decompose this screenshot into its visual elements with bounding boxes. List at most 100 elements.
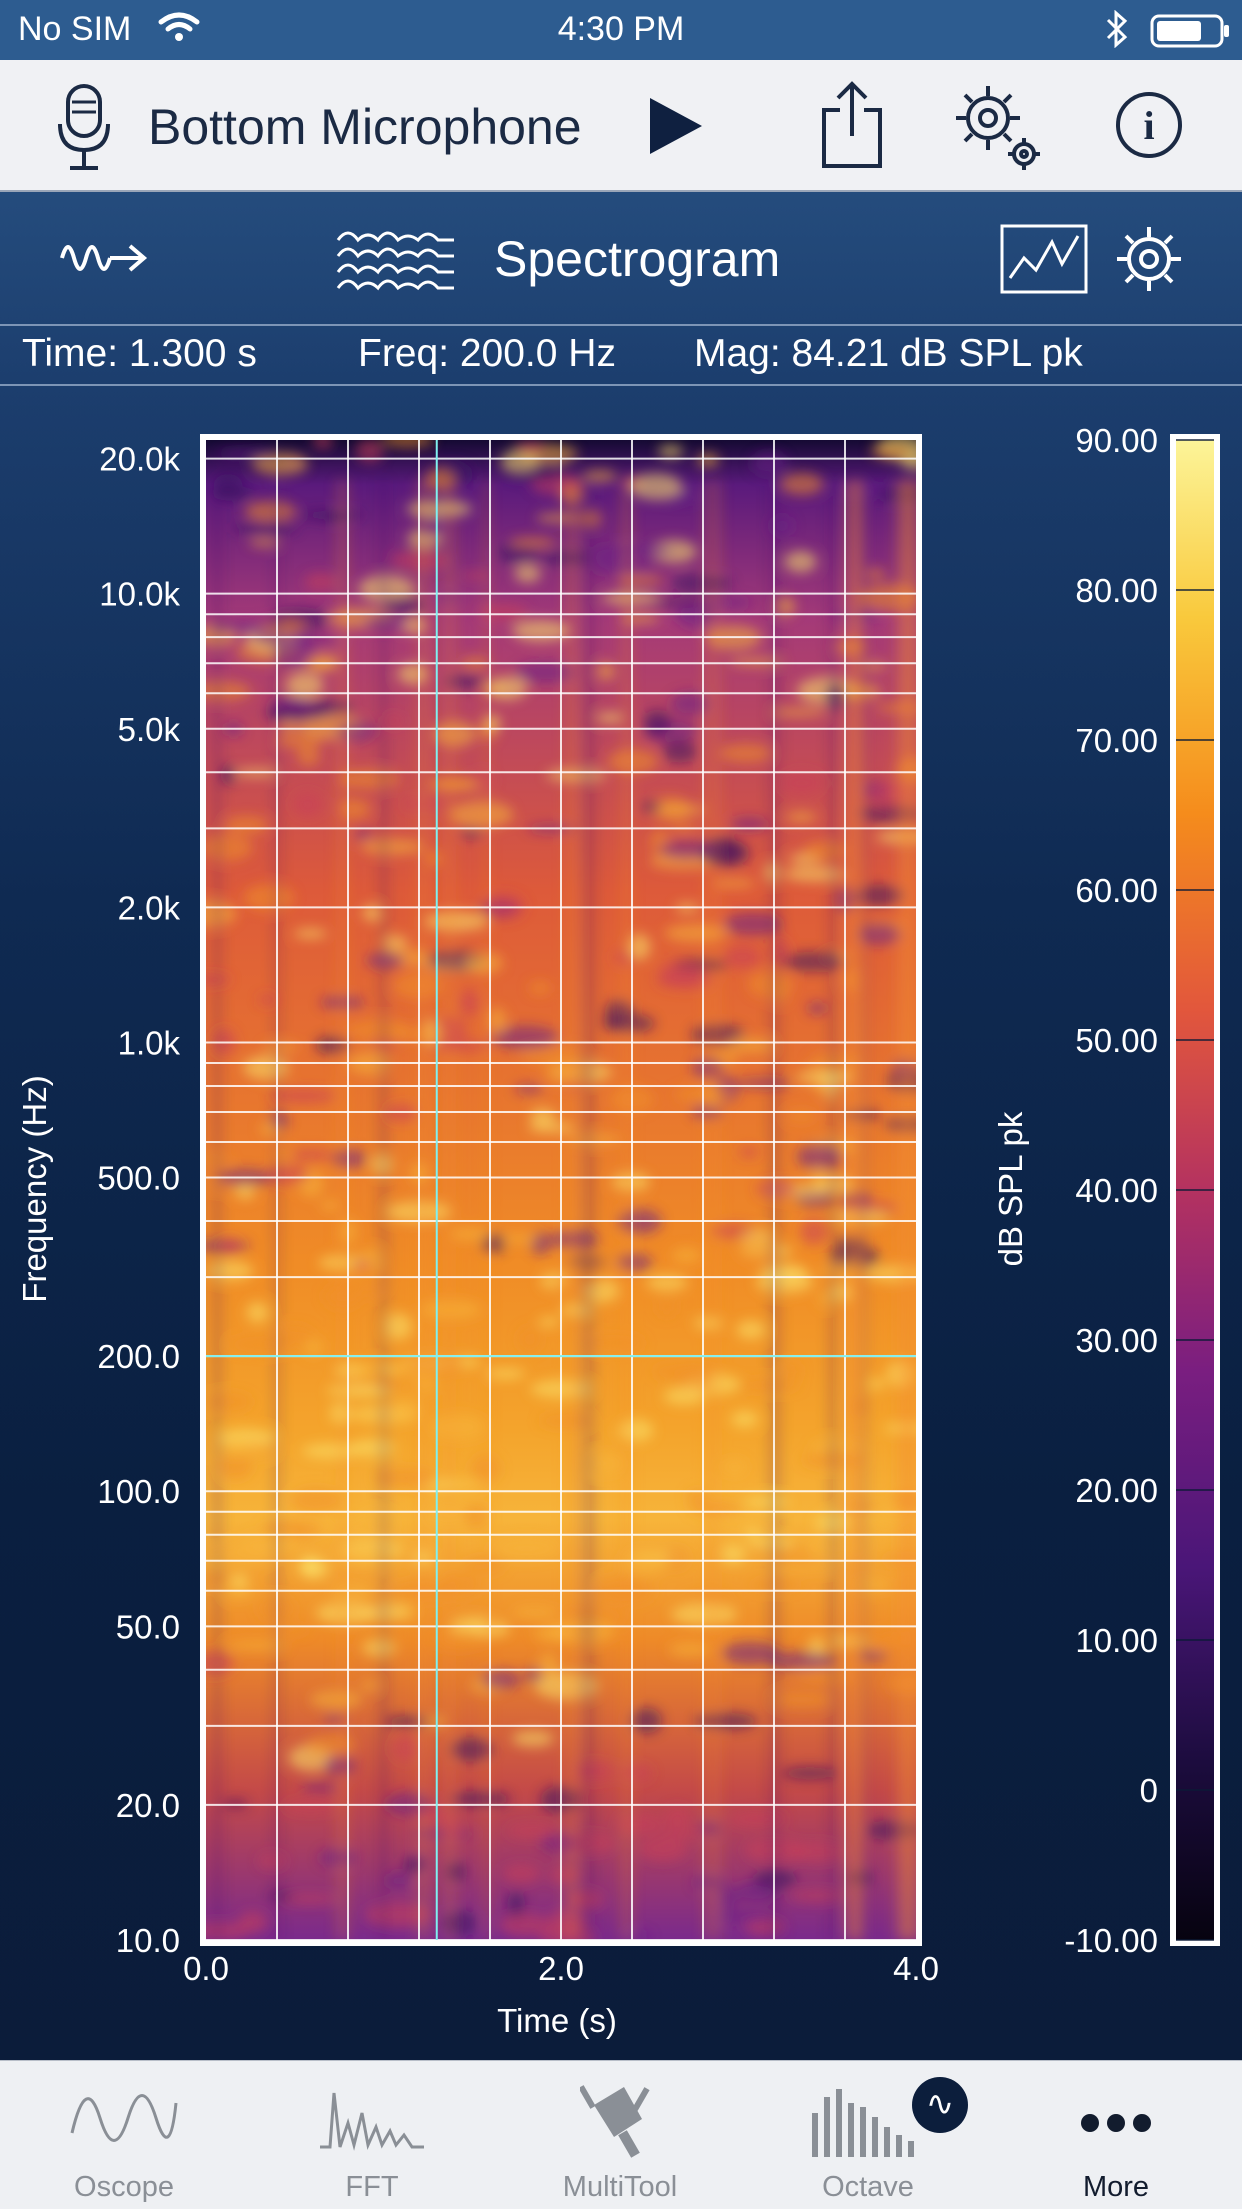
texture-streak xyxy=(713,480,722,1940)
texture-blob xyxy=(739,1147,759,1158)
texture-blob xyxy=(781,1767,838,1780)
tab-multitool[interactable]: MultiTool xyxy=(496,2061,744,2209)
texture-blob xyxy=(860,662,888,671)
texture-blob xyxy=(230,1573,248,1588)
texture-streak xyxy=(335,480,350,1940)
texture-blob xyxy=(656,972,716,989)
texture-blob xyxy=(293,928,327,939)
texture-streak xyxy=(579,480,596,1940)
wifi-icon xyxy=(158,12,200,51)
settings-gear-icon[interactable] xyxy=(952,82,1044,179)
mode-bar: Spectrogram xyxy=(0,192,1242,324)
texture-blob xyxy=(495,1234,539,1244)
texture-blob xyxy=(726,1037,775,1054)
texture-blob xyxy=(225,1640,288,1651)
readout-mag: Mag: 84.21 dB SPL pk xyxy=(694,332,1083,375)
tab-label: FFT xyxy=(345,2171,399,2203)
texture-blob xyxy=(461,571,491,580)
texture-blob xyxy=(385,714,402,727)
colorbar-tick-label: 20.00 xyxy=(1075,1472,1158,1509)
y-tick-label: 5.0k xyxy=(118,711,181,748)
texture-blob xyxy=(449,1227,491,1241)
texture-blob xyxy=(296,745,321,767)
texture-blob xyxy=(770,1690,833,1709)
tab-label: Oscope xyxy=(74,2171,174,2203)
tab-more[interactable]: More xyxy=(992,2061,1240,2209)
info-icon[interactable]: i xyxy=(1114,90,1184,165)
status-time: 4:30 PM xyxy=(557,10,685,48)
input-source-selector[interactable]: Bottom Microphone xyxy=(148,99,582,155)
texture-blob xyxy=(355,440,384,463)
texture-blob xyxy=(220,1237,240,1256)
gear-icon[interactable] xyxy=(1114,224,1184,299)
graph-icon[interactable] xyxy=(1000,224,1088,299)
texture-blob xyxy=(713,1912,771,1923)
texture-blob xyxy=(258,1854,287,1868)
mode-title[interactable]: Spectrogram xyxy=(494,231,781,287)
texture-blob xyxy=(290,1487,341,1514)
spectrogram-svg[interactable]: 20.0k 10.0k 5.0k 2.0k 1.0k 500.0 200.0 100.0 50.… xyxy=(0,384,1242,2060)
texture-blob xyxy=(812,1082,829,1095)
texture-blob xyxy=(449,800,514,828)
carrier-label: No SIM xyxy=(18,10,132,48)
texture-blob xyxy=(207,1441,276,1458)
texture-blob xyxy=(499,1913,552,1937)
waveform-arrow-icon[interactable] xyxy=(58,232,148,287)
colorbar-tick-label: 50.00 xyxy=(1075,1022,1158,1059)
texture-streak xyxy=(483,480,491,1940)
texture-blob xyxy=(642,709,672,736)
microphone-icon[interactable] xyxy=(56,82,112,177)
colorbar-tick-label: 60.00 xyxy=(1075,872,1158,909)
texture-blob xyxy=(724,945,762,969)
play-icon[interactable] xyxy=(648,96,704,161)
texture-blob xyxy=(449,1737,494,1762)
texture-blob xyxy=(638,1836,688,1862)
tab-oscope[interactable]: Oscope xyxy=(0,2061,248,2209)
texture-blob xyxy=(802,840,847,861)
texture-blob xyxy=(491,1025,559,1050)
texture-blob xyxy=(514,564,542,583)
texture-blob xyxy=(507,1823,556,1838)
texture-blob xyxy=(628,933,651,960)
texture-blob xyxy=(865,568,886,580)
share-icon[interactable] xyxy=(820,80,884,175)
texture-blob xyxy=(511,1606,559,1619)
texture-blob xyxy=(352,1260,372,1269)
texture-blob xyxy=(206,1571,230,1585)
texture-blob xyxy=(279,1625,310,1635)
texture-blob xyxy=(206,1153,232,1166)
texture-blob xyxy=(743,1496,791,1507)
texture-blob xyxy=(524,1668,544,1683)
spectrogram-chart[interactable]: 20.0k 10.0k 5.0k 2.0k 1.0k 500.0 200.0 100.0 50.… xyxy=(0,384,1242,2060)
y-axis-label: Frequency (Hz) xyxy=(16,1075,53,1302)
x-tick-label: 0.0 xyxy=(183,1950,229,1987)
y-tick-label: 2.0k xyxy=(118,889,181,926)
colorbar-tick-label: 30.00 xyxy=(1075,1322,1158,1359)
texture-blob xyxy=(717,1520,769,1532)
octave-icon xyxy=(812,2089,914,2157)
texture-blob xyxy=(723,912,782,936)
texture-blob xyxy=(290,1149,334,1161)
tab-octave[interactable]: Octave xyxy=(744,2061,992,2209)
spectrogram-icon xyxy=(334,226,458,301)
colorbar-tick-label: 70.00 xyxy=(1075,722,1158,759)
texture-blob xyxy=(780,771,823,795)
y-tick-label: 20.0k xyxy=(99,441,180,478)
tab-fft[interactable]: FFT xyxy=(248,2061,496,2209)
texture-blob xyxy=(284,1800,338,1813)
x-tick-label: 2.0 xyxy=(538,1950,584,1987)
texture-blob xyxy=(721,1544,746,1565)
texture-blob xyxy=(269,1088,337,1104)
texture-blob xyxy=(462,1503,488,1529)
texture-blob xyxy=(354,829,374,840)
y-tick-label: 20.0 xyxy=(116,1787,180,1824)
texture-blob xyxy=(723,1459,747,1475)
texture-blob xyxy=(629,473,683,501)
texture-blob xyxy=(220,764,237,785)
y-tick-label: 10.0 xyxy=(116,1922,180,1959)
texture-blob xyxy=(430,1414,486,1441)
texture-blob xyxy=(696,452,720,468)
texture-blob xyxy=(292,791,323,818)
texture-streak xyxy=(415,480,432,1940)
texture-blob xyxy=(665,1547,689,1570)
